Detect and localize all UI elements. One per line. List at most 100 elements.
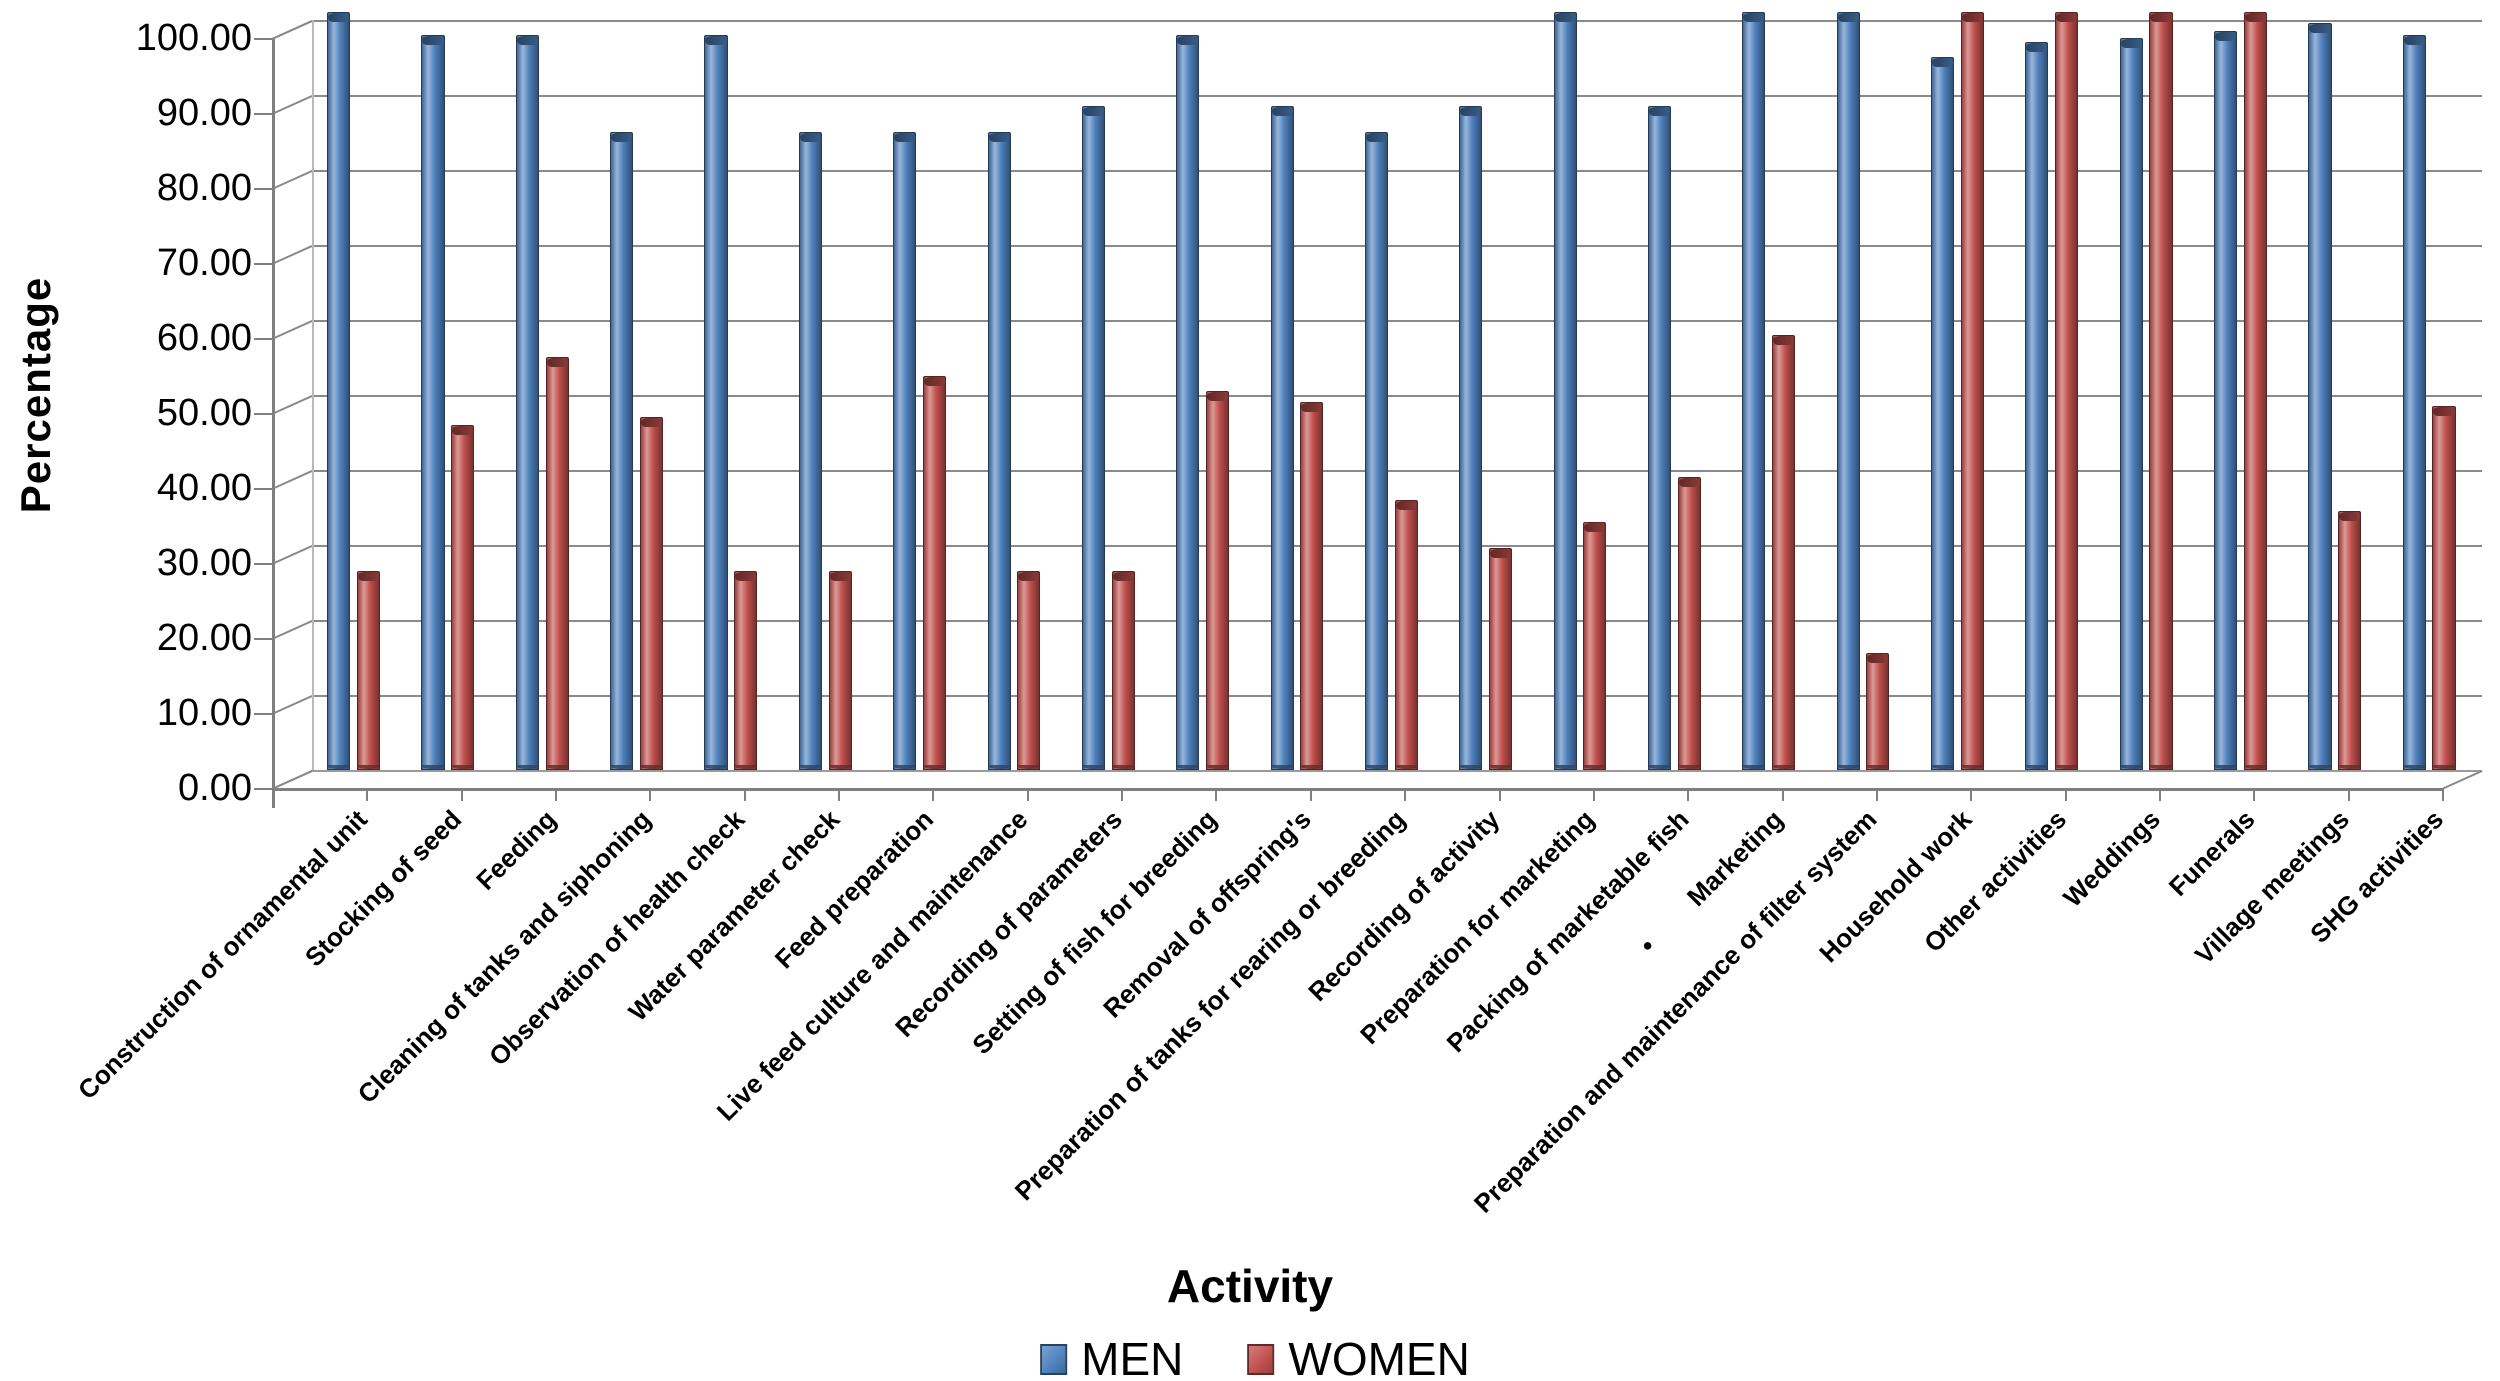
bar-men-6	[798, 132, 822, 770]
bar-top-cap	[735, 571, 757, 581]
bar-men-11	[1270, 105, 1294, 770]
bar-women-15	[1677, 477, 1701, 770]
floor-right-corner	[2441, 770, 2483, 790]
x-axis-tick	[743, 788, 746, 801]
bar-men-16	[1742, 12, 1766, 770]
bar-men-4	[610, 132, 634, 770]
bar-bottom-edge	[1082, 765, 1104, 769]
bar-top-cap	[1932, 58, 1954, 67]
bar-bottom-edge	[1489, 765, 1512, 769]
bar-top-cap	[1112, 571, 1134, 581]
bar-top-cap	[2403, 35, 2425, 45]
bar-top-cap	[1271, 106, 1293, 116]
bar-top-cap	[1082, 106, 1104, 116]
gridline	[312, 395, 2482, 397]
x-axis-tick	[1781, 788, 1784, 801]
x-axis-tick	[1498, 788, 1501, 801]
bar-top-cap	[1867, 654, 1889, 664]
category-label-text: Feeding	[470, 804, 563, 896]
bar-women-8	[1017, 570, 1041, 770]
bar-top-cap	[546, 358, 568, 367]
bar-bottom-edge	[705, 765, 727, 769]
x-axis-tick	[272, 788, 274, 801]
bar-top-cap	[1554, 13, 1576, 22]
y-tick-3d-connector	[271, 170, 313, 190]
bar-top-cap	[1961, 13, 1983, 22]
bar-bottom-edge	[611, 765, 633, 769]
bar-top-cap	[705, 35, 727, 45]
category-label-text: Weddings	[2057, 804, 2167, 913]
legend-item-women: WOMEN	[1247, 1332, 1470, 1381]
bar-bottom-edge	[2026, 765, 2048, 769]
x-axis-tick	[1026, 788, 1029, 801]
bar-top-cap	[1460, 106, 1482, 116]
bar-bottom-edge	[1678, 765, 1700, 769]
x-axis-tick	[1309, 788, 1312, 801]
bar-women-12	[1394, 499, 1418, 770]
bar-men-19	[2025, 42, 2049, 770]
x-axis-title: Activity	[1166, 1260, 1334, 1312]
bar-top-cap	[2244, 13, 2266, 22]
gridline	[312, 170, 2482, 172]
bar-top-cap	[1177, 35, 1199, 45]
bar-top-cap	[2150, 13, 2172, 22]
y-axis-tick	[254, 188, 272, 190]
y-tick-label: 20.00	[156, 617, 252, 659]
bar-bottom-edge	[1206, 765, 1229, 769]
bar-top-cap	[1837, 13, 1859, 22]
bar-top-cap	[2056, 13, 2078, 22]
bar-bottom-edge	[1271, 765, 1293, 769]
y-tick-3d-connector	[271, 620, 313, 640]
bar-top-cap	[1206, 391, 1229, 401]
bar-bottom-edge	[1395, 765, 1417, 769]
bar-top-cap	[422, 35, 444, 45]
wall-left-edge	[312, 20, 314, 770]
bar-top-cap	[1743, 13, 1765, 22]
bar-bottom-edge	[1867, 765, 1889, 769]
bar-bottom-edge	[2120, 765, 2142, 769]
bar-top-cap	[611, 133, 633, 142]
bar-top-cap	[1301, 403, 1323, 412]
bar-top-cap	[2309, 24, 2331, 34]
bar-women-20	[2149, 12, 2173, 770]
y-axis-tick	[254, 563, 272, 565]
x-axis-tick	[1404, 788, 1407, 801]
gridline	[312, 20, 2482, 22]
y-axis-line	[272, 38, 275, 808]
y-tick-3d-connector	[271, 695, 313, 715]
x-axis-tick	[1592, 788, 1595, 801]
bar-bottom-edge	[452, 765, 474, 769]
bar-women-6	[828, 570, 852, 770]
bar-top-cap	[1018, 571, 1040, 581]
bar-top-cap	[328, 13, 350, 22]
legend-swatch-women	[1247, 1343, 1275, 1375]
wall-top-left-corner	[271, 20, 313, 40]
bar-women-5	[734, 570, 758, 770]
y-axis-tick	[254, 713, 272, 715]
bar-top-cap	[452, 425, 474, 435]
bar-bottom-edge	[1584, 765, 1606, 769]
gridline	[312, 95, 2482, 97]
bar-men-22	[2308, 23, 2332, 770]
bar-bottom-edge	[923, 765, 945, 769]
bar-bottom-edge	[1554, 765, 1576, 769]
category-label-text: Funerals	[2162, 804, 2261, 902]
bar-men-8	[987, 132, 1011, 770]
category-label-text: Feed preparation	[769, 804, 940, 975]
bar-bottom-edge	[2339, 765, 2361, 769]
bar-men-15	[1647, 105, 1672, 770]
bar-bottom-edge	[1743, 765, 1765, 769]
x-axis-tick	[2347, 788, 2350, 801]
y-tick-3d-connector	[271, 320, 313, 340]
bar-bottom-edge	[1837, 765, 1859, 769]
bar-bottom-edge	[988, 765, 1010, 769]
bar-women-14	[1583, 522, 1607, 770]
legend-swatch-men	[1040, 1343, 1068, 1375]
bar-women-23	[2432, 405, 2456, 770]
y-tick-3d-connector	[271, 95, 313, 115]
bar-women-11	[1300, 402, 1324, 770]
bar-women-18	[1960, 12, 1984, 770]
bar-men-2	[421, 34, 445, 770]
bar-women-3	[545, 357, 569, 770]
